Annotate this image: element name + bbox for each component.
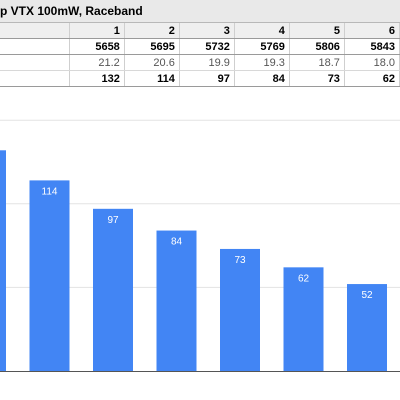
table-cell[interactable]: 97: [179, 70, 235, 87]
table-cell[interactable]: 18.7: [289, 54, 345, 71]
data-table: 1 2 3 4 5 6 5658 5695 5732 5769 5806 584…: [0, 23, 400, 87]
sheet-title-bar: p VTX 100mW, Raceband: [0, 0, 400, 23]
header-cell[interactable]: 6: [344, 23, 400, 39]
table-cell[interactable]: 73: [289, 70, 345, 87]
table-cell[interactable]: [0, 38, 70, 55]
bar-value-label: 52: [361, 290, 373, 301]
table-cell[interactable]: 5732: [179, 38, 235, 55]
table-cell[interactable]: 5769: [234, 38, 290, 55]
table-cell[interactable]: 84: [234, 70, 290, 87]
bar[interactable]: [156, 230, 197, 371]
table-cell[interactable]: 21.2: [69, 54, 125, 71]
header-cell[interactable]: 2: [124, 23, 180, 39]
data-sheet: p VTX 100mW, Raceband 1 2 3 4 5 6 5658 5…: [0, 0, 400, 90]
table-cell[interactable]: 5843: [344, 38, 400, 55]
table-cell[interactable]: 5658: [69, 38, 125, 55]
bar[interactable]: [220, 248, 260, 371]
bar[interactable]: [93, 208, 133, 371]
header-cell[interactable]: 4: [234, 23, 290, 39]
table-cell[interactable]: 19.9: [179, 54, 235, 71]
table-cell[interactable]: [0, 70, 70, 87]
table-cell[interactable]: 19.3: [234, 54, 290, 71]
bar-value-label: 73: [234, 255, 246, 266]
table-cell[interactable]: 20.6: [124, 54, 180, 71]
header-cell[interactable]: 1: [69, 23, 125, 39]
table-cell[interactable]: 5806: [289, 38, 345, 55]
bar[interactable]: [347, 284, 387, 371]
bar[interactable]: [29, 180, 70, 371]
table-cell[interactable]: 62: [344, 70, 400, 87]
table-row: 21.2 20.6 19.9 19.3 18.7 18.0: [0, 54, 400, 71]
table-cell[interactable]: 132: [69, 70, 125, 87]
sheet-title: p VTX 100mW, Raceband: [0, 4, 143, 18]
bar[interactable]: [283, 267, 324, 371]
bar-chart: 1321149784736252: [0, 119, 400, 372]
bar[interactable]: [0, 150, 6, 371]
table-cell[interactable]: 5695: [124, 38, 180, 55]
table-cell[interactable]: [0, 54, 70, 71]
header-cell[interactable]: [0, 23, 70, 39]
table-row: 132 114 97 84 73 62: [0, 70, 400, 87]
table-cell[interactable]: 18.0: [344, 54, 400, 71]
header-cell[interactable]: 3: [179, 23, 235, 39]
bar-value-label: 84: [171, 237, 183, 248]
header-row: 1 2 3 4 5 6: [0, 23, 400, 39]
bar-value-label: 62: [298, 273, 310, 284]
table-row: 5658 5695 5732 5769 5806 5843: [0, 38, 400, 55]
bar-value-label: 97: [107, 215, 119, 226]
header-cell[interactable]: 5: [289, 23, 345, 39]
table-cell[interactable]: 114: [124, 70, 180, 87]
bar-value-label: 114: [42, 186, 58, 197]
